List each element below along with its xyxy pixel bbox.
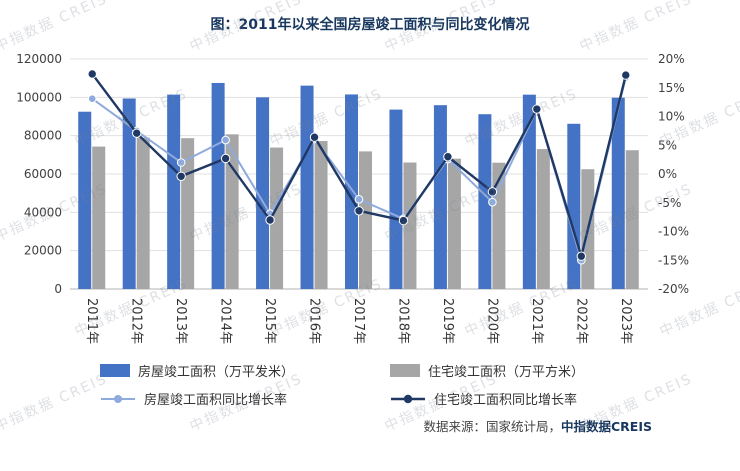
bar-total-completion — [300, 85, 314, 289]
x-axis-label: 2016年 — [307, 298, 322, 344]
bar-total-completion — [345, 94, 358, 289]
x-axis-label: 2021年 — [529, 298, 544, 344]
bar-total-completion — [522, 94, 536, 290]
legend-swatch-total-growth-line — [101, 394, 135, 403]
legend-swatch-total-bar — [100, 364, 130, 377]
legend-label-residential-completion-area: 住宅竣工面积（万平方米） — [428, 365, 585, 380]
x-axis-label: 2022年 — [573, 298, 588, 344]
left-axis-tick: 0 — [54, 282, 62, 296]
x-axis-label: 2015年 — [262, 298, 277, 344]
bar-total-completion — [78, 111, 92, 289]
residential-growth-marker — [443, 152, 453, 162]
right-axis-tick: -5% — [658, 196, 681, 210]
residential-growth-marker — [220, 153, 231, 164]
bar-total-completion — [478, 114, 492, 289]
bar-residential-completion — [447, 158, 461, 289]
data-source: 数据来源：国家统计局，中指数据CREIS — [0, 416, 740, 435]
right-axis-tick: 20% — [658, 52, 685, 66]
completion-area-combo-chart: 0 20000 40000 60000 80000 100000 120000 -20% -15… — [16, 52, 689, 344]
residential-growth-marker — [487, 187, 498, 197]
legend-label-total-completion-area: 房屋竣工面积（万平发米） — [138, 365, 295, 380]
bar-total-completion — [389, 109, 403, 289]
x-axis-label: 2014年 — [218, 298, 233, 344]
residential-growth-marker — [87, 69, 97, 79]
legend-label-residential-growth-rate: 住宅竣工面积同比增长率 — [434, 393, 578, 408]
bar-total-completion — [611, 97, 625, 289]
left-axis-tick: 120000 — [16, 52, 62, 66]
residential-growth-marker — [309, 132, 320, 142]
right-axis-tick: 10% — [658, 110, 685, 124]
source-text: 数据来源：国家统计局， — [423, 419, 561, 434]
x-axis-label: 2018年 — [395, 298, 410, 344]
left-axis-tick: 60000 — [24, 167, 62, 181]
residential-growth-marker — [532, 104, 542, 114]
bar-residential-completion — [270, 147, 284, 289]
legend-item-residential-completion-area: 住宅竣工面积（万平方米） — [390, 361, 640, 380]
residential-growth-marker — [176, 171, 186, 182]
bar-residential-completion — [359, 151, 372, 289]
right-axis-tick: -20% — [658, 282, 689, 296]
x-axis-label: 2012年 — [129, 298, 144, 344]
left-axis-tick: 80000 — [24, 129, 62, 143]
bar-residential-completion — [314, 141, 328, 289]
legend-item-total-growth-rate: 房屋竣工面积同比增长率 — [100, 389, 350, 408]
bar-residential-completion — [403, 162, 417, 289]
legend-item-total-completion-area: 房屋竣工面积（万平发米） — [100, 361, 350, 380]
legend-swatch-residential-growth-line — [391, 394, 425, 403]
chart-title: 图：2011年以来全国房屋竣工面积与同比变化情况 — [210, 17, 530, 33]
x-axis-label: 2013年 — [173, 298, 188, 344]
bar-residential-completion — [536, 149, 550, 289]
residential-growth-marker — [265, 215, 275, 225]
left-axis-tick: 100000 — [16, 90, 62, 104]
bar-residential-completion — [136, 137, 150, 289]
right-axis-tick: 5% — [658, 138, 677, 152]
bar-total-completion — [122, 98, 136, 289]
total-growth-marker — [488, 197, 497, 207]
right-axis-tick: 15% — [658, 81, 685, 95]
right-axis-tick: -15% — [658, 253, 689, 267]
legend-swatch-residential-bar — [390, 364, 420, 377]
legend-item-residential-growth-rate: 住宅竣工面积同比增长率 — [390, 389, 640, 408]
bar-total-completion — [433, 105, 447, 289]
bar-residential-completion — [92, 146, 106, 289]
right-axis-tick: -10% — [658, 225, 689, 239]
bar-residential-completion — [625, 150, 639, 289]
residential-growth-marker — [398, 215, 409, 226]
total-growth-marker — [87, 94, 97, 103]
total-growth-marker — [354, 195, 364, 204]
x-axis-label: 2011年 — [84, 298, 99, 344]
left-axis-tick: 40000 — [24, 205, 62, 219]
residential-growth-marker — [621, 70, 631, 80]
left-axis-tick: 20000 — [24, 244, 62, 258]
x-axis-label: 2019年 — [440, 298, 455, 344]
source-brand: 中指数据CREIS — [561, 419, 652, 434]
residential-growth-marker — [131, 128, 142, 138]
total-growth-marker — [176, 158, 186, 167]
bar-total-completion — [211, 82, 225, 289]
legend-label-total-growth-rate: 房屋竣工面积同比增长率 — [144, 393, 288, 408]
residential-growth-marker — [354, 206, 364, 216]
total-growth-marker — [221, 135, 230, 145]
x-axis-label: 2023年 — [618, 298, 633, 344]
x-axis-label: 2017年 — [351, 298, 366, 344]
legend: 房屋竣工面积（万平发米） 住宅竣工面积（万平方米） 房屋竣工面积同比增长率 住宅… — [0, 361, 740, 408]
right-axis-tick: 0% — [658, 167, 677, 181]
bar-total-completion — [567, 123, 581, 290]
bar-total-completion — [256, 97, 270, 289]
bar-total-completion — [167, 94, 181, 290]
x-axis-label: 2020年 — [484, 298, 499, 344]
residential-growth-marker — [576, 251, 587, 261]
